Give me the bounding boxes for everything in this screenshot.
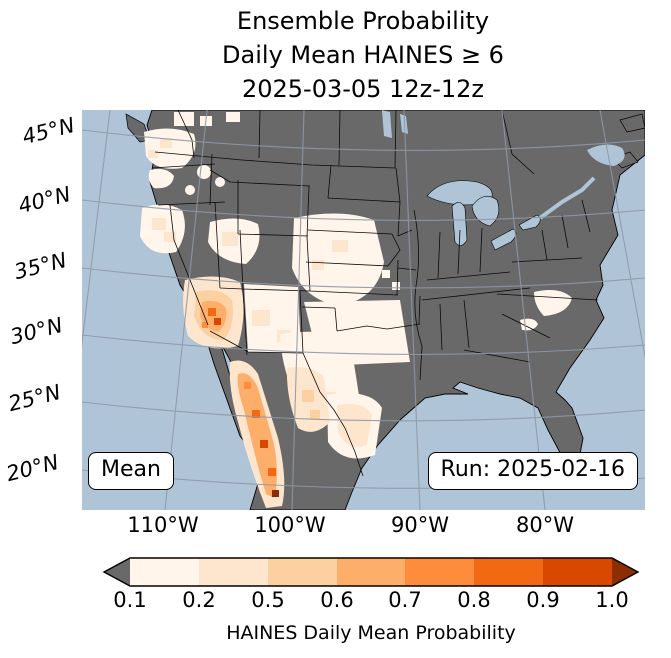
- colorbar-tick-0.6: 0.6: [320, 588, 354, 612]
- parallel-45n: [82, 129, 645, 151]
- lat-label-25n: 25°N: [5, 379, 64, 417]
- colorbar-segment-2: [199, 558, 268, 586]
- figure-title: Ensemble Probability Daily Mean HAINES ≥…: [222, 4, 504, 106]
- st-lawrence-river: [538, 176, 596, 220]
- run-date-box: Run: 2025-02-16: [427, 452, 638, 490]
- meridian-70w: [599, 110, 645, 360]
- parallel-35n: [82, 267, 645, 289]
- colorbar-segments: [104, 558, 638, 586]
- colorbar-segment-1: [130, 558, 199, 586]
- colorbar-segment-4: [337, 558, 405, 586]
- title-line-3: 2025-03-05 12z-12z: [241, 75, 485, 103]
- colorbar-axis-label: HAINES Daily Mean Probability: [226, 622, 516, 644]
- lat-label-30n: 30°N: [7, 312, 66, 350]
- colorbar-tick-0.7: 0.7: [388, 588, 422, 612]
- meridian-90w: [403, 110, 421, 510]
- parallel-25n: [82, 401, 645, 422]
- meridian-110w: [164, 110, 208, 510]
- title-line-2: Daily Mean HAINES ≥ 6: [222, 41, 504, 69]
- lon-label-110w: 110°W: [127, 513, 199, 537]
- meridian-80w: [501, 110, 546, 510]
- meridian-100w: [291, 110, 305, 510]
- colorbar-segment-6: [474, 558, 543, 586]
- colorbar-tick-1.0: 1.0: [595, 588, 629, 612]
- lake-ontario: [518, 214, 541, 231]
- lake-winnipeg: [382, 110, 392, 138]
- parallel-40n: [82, 199, 645, 221]
- lat-label-20n: 20°N: [3, 449, 62, 487]
- colorbar-segment-5: [405, 558, 474, 586]
- colorbar-segment-7: [543, 558, 612, 586]
- lon-label-90w: 90°W: [391, 513, 449, 537]
- meridian-120w: [82, 110, 111, 348]
- colorbar: [102, 557, 640, 587]
- parallel-30n: [82, 334, 645, 355]
- lat-label-40n: 40°N: [15, 181, 74, 219]
- newfoundland: [619, 113, 645, 133]
- colorbar-over-arrow: [612, 558, 638, 586]
- lake-huron: [471, 195, 500, 227]
- conus-map: [82, 110, 645, 510]
- title-line-1: Ensemble Probability: [236, 7, 490, 35]
- graticule-layer: [82, 110, 645, 510]
- state-borders-layer: [151, 110, 599, 477]
- colorbar-tick-0.1: 0.1: [113, 588, 147, 612]
- gulf-of-st-lawrence: [587, 144, 625, 166]
- mean-statistic-box: Mean: [88, 452, 174, 490]
- lake-manitoba: [400, 114, 408, 134]
- lon-label-80w: 80°W: [516, 513, 574, 537]
- colorbar-tick-0.9: 0.9: [526, 588, 560, 612]
- colorbar-outline: [102, 557, 640, 587]
- colorbar-tick-0.8: 0.8: [457, 588, 491, 612]
- colorbar-tick-0.5: 0.5: [251, 588, 285, 612]
- lake-michigan: [451, 202, 468, 246]
- colorbar-segment-3: [268, 558, 337, 586]
- lat-label-45n: 45°N: [19, 112, 78, 150]
- lat-label-35n: 35°N: [11, 247, 70, 285]
- colorbar-under-arrow: [104, 558, 130, 586]
- lakes-layer: [382, 110, 625, 251]
- lon-label-100w: 100°W: [254, 513, 326, 537]
- state-borders-path: [151, 110, 599, 477]
- colorbar-tick-0.2: 0.2: [182, 588, 216, 612]
